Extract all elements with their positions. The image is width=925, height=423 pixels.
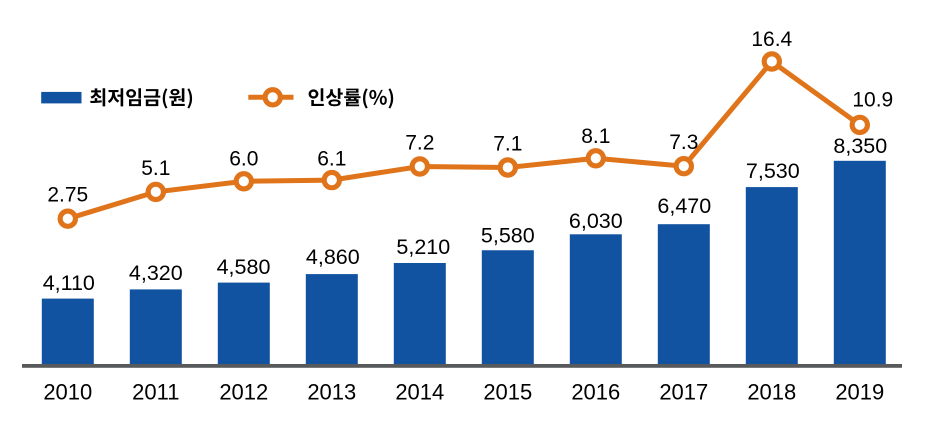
svg-text:16.4: 16.4 (751, 28, 792, 51)
svg-text:4,320: 4,320 (129, 261, 183, 285)
svg-text:4,110: 4,110 (43, 271, 95, 295)
svg-text:6,470: 6,470 (657, 194, 711, 218)
svg-text:6.0: 6.0 (229, 147, 258, 170)
svg-text:7,530: 7,530 (746, 159, 800, 183)
svg-text:7.3: 7.3 (669, 131, 698, 154)
svg-text:4,580: 4,580 (217, 255, 271, 279)
svg-text:2019: 2019 (835, 379, 884, 404)
svg-text:2017: 2017 (659, 379, 708, 404)
svg-text:2013: 2013 (307, 379, 356, 404)
svg-text:4,860: 4,860 (306, 245, 360, 269)
svg-text:6,030: 6,030 (569, 209, 623, 233)
svg-text:2010: 2010 (43, 379, 92, 404)
svg-text:2018: 2018 (747, 379, 796, 404)
svg-text:8.1: 8.1 (581, 125, 610, 148)
svg-text:8,350: 8,350 (833, 134, 887, 158)
svg-text:7.2: 7.2 (405, 132, 434, 155)
svg-text:6.1: 6.1 (317, 148, 346, 171)
svg-text:2014: 2014 (395, 379, 444, 404)
svg-text:5.1: 5.1 (141, 157, 170, 180)
svg-text:2016: 2016 (571, 379, 620, 404)
svg-text:5,210: 5,210 (396, 235, 450, 259)
svg-text:2011: 2011 (132, 379, 179, 404)
svg-text:2012: 2012 (219, 379, 268, 404)
svg-text:2.75: 2.75 (47, 184, 88, 207)
svg-text:10.9: 10.9 (852, 89, 893, 112)
svg-text:7.1: 7.1 (493, 133, 522, 156)
svg-text:5,580: 5,580 (481, 223, 535, 247)
svg-text:2015: 2015 (483, 379, 532, 404)
